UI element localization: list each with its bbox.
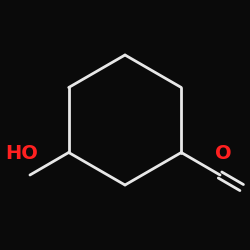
Text: HO: HO: [5, 144, 38, 163]
Text: O: O: [216, 144, 232, 163]
